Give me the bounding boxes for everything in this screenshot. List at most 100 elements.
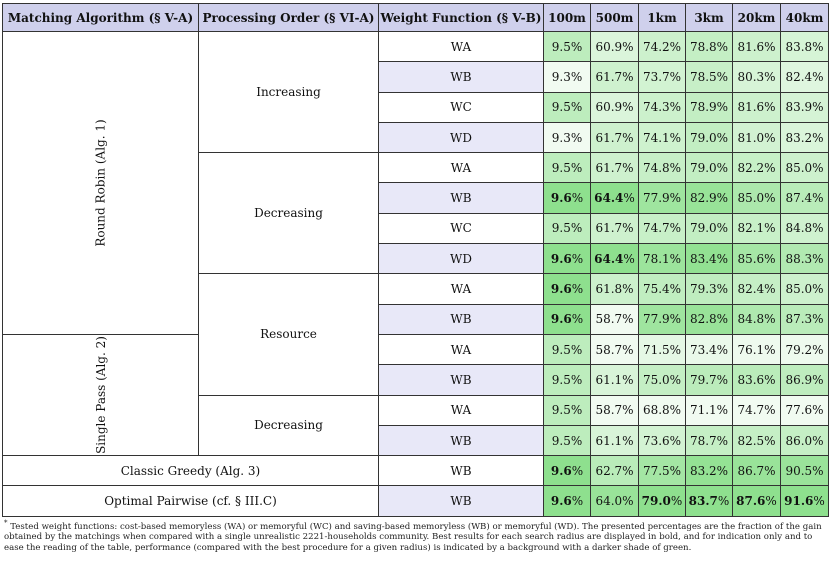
header-matching-algorithm: Matching Algorithm (§ V-A) <box>2 3 199 32</box>
value-cell-100m: 9.5% <box>543 424 591 457</box>
value-cell-40km: 87.3% <box>780 303 829 335</box>
value-cell-100m: 9.6% <box>543 273 591 305</box>
value-cell-3km: 78.8% <box>685 30 733 63</box>
value-cell-40km: 86.0% <box>780 424 829 457</box>
percent-sign: % <box>571 191 584 206</box>
algorithm-cell-round-robin: Round Robin (Alg. 1) <box>2 31 199 335</box>
best-value: 64.4 <box>594 251 624 266</box>
results-table: Matching Algorithm (§ V-A) Processing Or… <box>2 3 829 517</box>
table-row: Round Robin (Alg. 1) Increasing WA 9.5% 60.9… <box>2 30 829 335</box>
value-cell-3km: 83.2% <box>685 455 733 487</box>
value-cell-500m: 60.9% <box>590 91 639 123</box>
table-row: WB 9.3% 61.7% 73.7% 78.5% 80.3% 82.4% <box>3 61 829 93</box>
header-processing-order: Processing Order (§ VI-A) <box>198 3 379 32</box>
value-cell-500m: 62.7% <box>590 455 639 487</box>
value-cell-500m: 58.7% <box>590 394 639 426</box>
percent-sign: % <box>765 494 777 509</box>
value-cell-500m: 58.7% <box>590 333 639 366</box>
table-row: WB 9.5% 61.1% 73.6% 78.7% 82.5% 86.0% <box>3 424 829 457</box>
order-cell-decreasing-sp: Decreasing <box>198 394 379 457</box>
value-cell-3km: 71.1% <box>685 394 733 426</box>
percent-sign: % <box>571 312 584 327</box>
weight-function-cell: WA <box>378 273 544 305</box>
table-row: Single Pass (Alg. 2) WA 9.5% 58.7% 71.5% 73.4… <box>2 333 829 457</box>
algorithm-cell-classic-greedy: Classic Greedy (Alg. 3) <box>2 455 379 487</box>
value-cell-1km: 73.7% <box>638 61 686 93</box>
value-cell-20km: 81.6% <box>732 30 781 63</box>
weight-function-cell: WB <box>378 424 544 457</box>
table-row: Optimal Pairwise (cf. § III.C) WB 9.6% 64.0… <box>2 485 829 517</box>
best-value: 9.6 <box>550 282 572 297</box>
value-cell-20km: 86.7% <box>732 455 781 487</box>
value-cell-100m: 9.5% <box>543 152 591 184</box>
weight-function-cell: WA <box>378 394 544 426</box>
weight-function-cell: WB <box>378 455 544 487</box>
value-cell-3km: 83.7% <box>685 485 733 517</box>
weight-function-cell: WD <box>378 121 544 154</box>
percent-sign: % <box>571 463 584 478</box>
value-cell-100m: 9.6% <box>543 455 591 487</box>
value-cell-40km: 86.9% <box>780 364 829 396</box>
value-cell-40km: 83.9% <box>780 91 829 123</box>
header-500m: 500m <box>590 3 639 32</box>
value-cell-500m: 64.0% <box>590 485 639 517</box>
value-cell-1km: 79.0% <box>638 485 686 517</box>
value-cell-500m: 61.7% <box>590 212 639 245</box>
value-cell-100m: 9.5% <box>543 394 591 426</box>
weight-function-cell: WD <box>378 243 544 275</box>
value-cell-500m: 61.8% <box>590 273 639 305</box>
algorithm-label: Round Robin (Alg. 1) <box>93 119 108 247</box>
value-cell-1km: 71.5% <box>638 333 686 366</box>
value-cell-20km: 80.3% <box>732 61 781 93</box>
table-row: WD 9.6% 64.4% 78.1% 83.4% 85.6% 88.3% <box>3 243 829 275</box>
weight-function-cell: WB <box>378 61 544 93</box>
value-cell-40km: 83.2% <box>780 121 829 154</box>
value-cell-20km: 82.5% <box>732 424 781 457</box>
value-cell-100m: 9.6% <box>543 243 591 275</box>
best-value: 79.0 <box>641 494 671 509</box>
value-cell-20km: 81.0% <box>732 121 781 154</box>
best-value: 91.6 <box>784 494 814 509</box>
table-row: WB 9.5% 61.1% 75.0% 79.7% 83.6% 86.9% <box>3 364 829 396</box>
value-cell-100m: 9.3% <box>543 121 591 154</box>
value-cell-100m: 9.5% <box>543 212 591 245</box>
value-cell-1km: 74.2% <box>638 30 686 63</box>
footnote-marker: * <box>4 519 8 527</box>
algorithm-cell-optimal-pairwise: Optimal Pairwise (cf. § III.C) <box>2 485 379 517</box>
value-cell-1km: 77.5% <box>638 455 686 487</box>
weight-function-cell: WC <box>378 212 544 245</box>
value-cell-100m: 9.6% <box>543 303 591 335</box>
value-cell-100m: 9.6% <box>543 485 591 517</box>
percent-sign: % <box>571 282 584 297</box>
header-3km: 3km <box>685 3 733 32</box>
table-row: WB 9.6% 58.7% 77.9% 82.8% 84.8% 87.3% <box>3 303 829 335</box>
algorithm-cell-single-pass: Single Pass (Alg. 2) <box>2 333 199 457</box>
order-cell-increasing: Increasing <box>198 30 379 154</box>
value-cell-3km: 82.9% <box>685 182 733 214</box>
value-cell-1km: 77.9% <box>638 182 686 214</box>
value-cell-500m: 64.4% <box>590 182 639 214</box>
footnote-text: Tested weight functions: cost-based memo… <box>4 521 822 554</box>
best-value: 9.6 <box>550 494 572 509</box>
best-value: 9.6 <box>550 463 572 478</box>
value-cell-500m: 61.1% <box>590 364 639 396</box>
value-cell-3km: 73.4% <box>685 333 733 366</box>
value-cell-20km: 82.1% <box>732 212 781 245</box>
value-cell-40km: 84.8% <box>780 212 829 245</box>
value-cell-3km: 83.4% <box>685 243 733 275</box>
table-row: WC 9.5% 60.9% 74.3% 78.9% 81.6% 83.9% <box>3 91 829 123</box>
percent-sign: % <box>623 251 635 266</box>
value-cell-100m: 9.3% <box>543 61 591 93</box>
percent-sign: % <box>813 494 825 509</box>
value-cell-1km: 78.1% <box>638 243 686 275</box>
header-weight-function: Weight Function (§ V-B) <box>378 3 544 32</box>
table-row: WD 9.3% 61.7% 74.1% 79.0% 81.0% 83.2% <box>3 121 829 154</box>
value-cell-1km: 73.6% <box>638 424 686 457</box>
value-cell-100m: 9.5% <box>543 333 591 366</box>
table-row: Decreasing WA 9.5% 61.7% 74.8% 79.0% 82.2% 85.0… <box>3 152 829 275</box>
value-cell-20km: 83.6% <box>732 364 781 396</box>
value-cell-40km: 83.8% <box>780 30 829 63</box>
value-cell-100m: 9.5% <box>543 91 591 123</box>
percent-sign: % <box>571 494 584 509</box>
value-cell-20km: 82.4% <box>732 273 781 305</box>
